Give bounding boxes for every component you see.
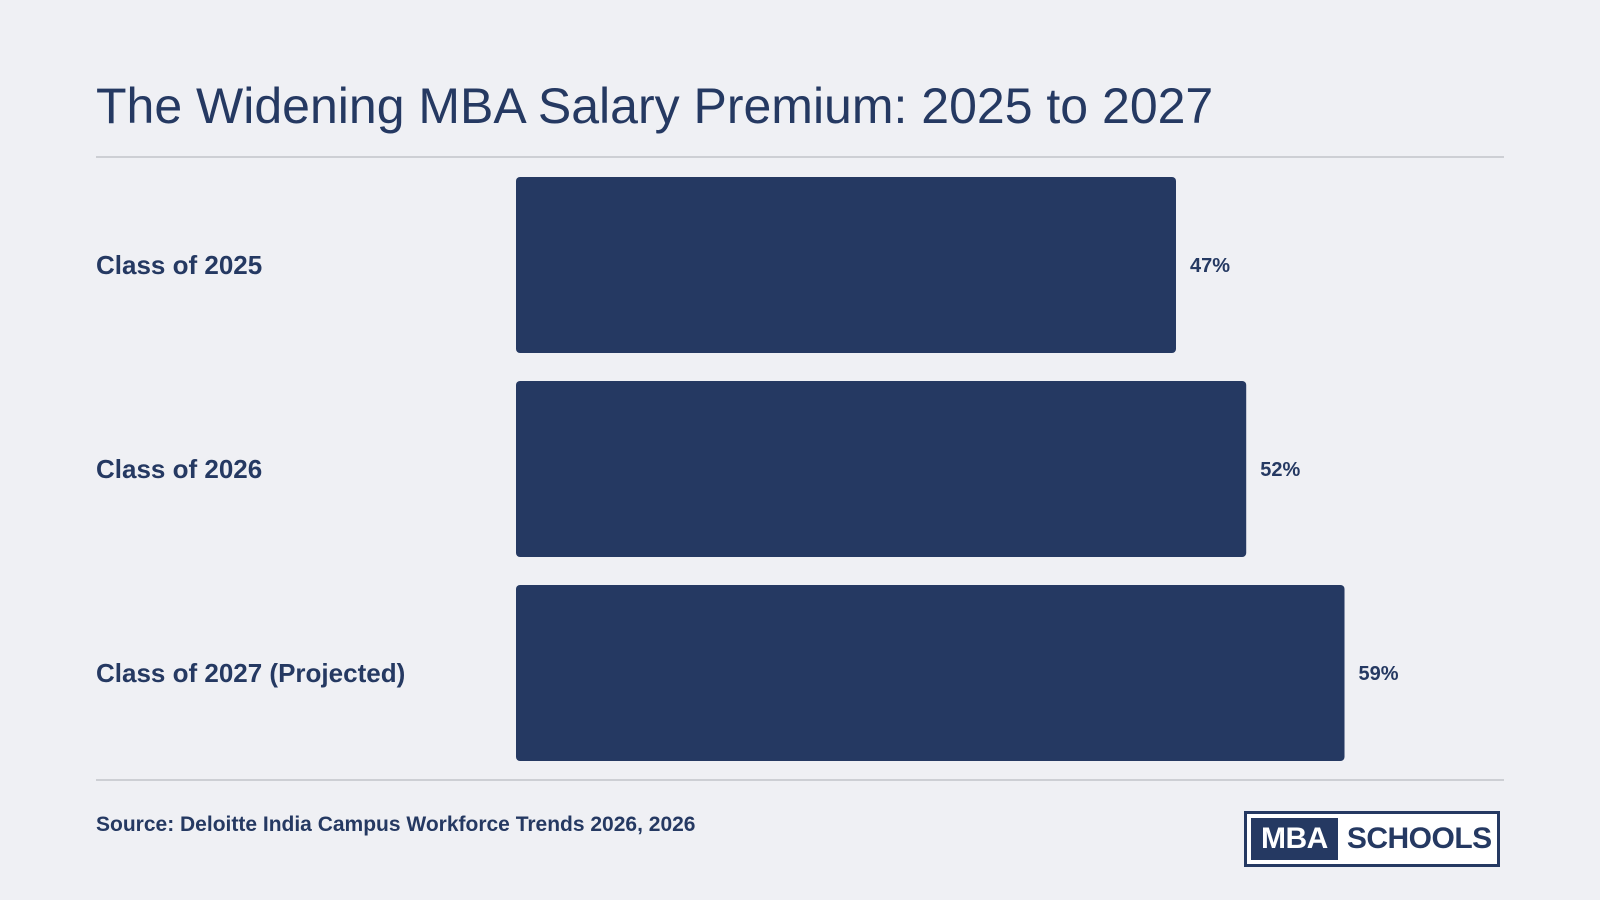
value-label: 52% [1260,459,1300,481]
category-label: Class of 2026 [96,454,262,484]
value-label: 47% [1190,255,1230,277]
mba-schools-logo: MBA SCHOOLS [1244,811,1500,867]
logo-schools-text: SCHOOLS [1346,822,1492,855]
top-divider [96,156,1504,158]
chart-title: The Widening MBA Salary Premium: 2025 to… [96,78,1214,134]
bottom-divider [96,779,1504,781]
logo-mba-text: MBA [1251,818,1338,860]
category-label: Class of 2025 [96,250,262,280]
bar [516,177,1176,353]
bar [516,585,1345,761]
bar [516,381,1247,557]
value-label: 59% [1359,663,1399,685]
source-note: Source: Deloitte India Campus Workforce … [96,813,696,836]
category-label: Class of 2027 (Projected) [96,658,405,688]
